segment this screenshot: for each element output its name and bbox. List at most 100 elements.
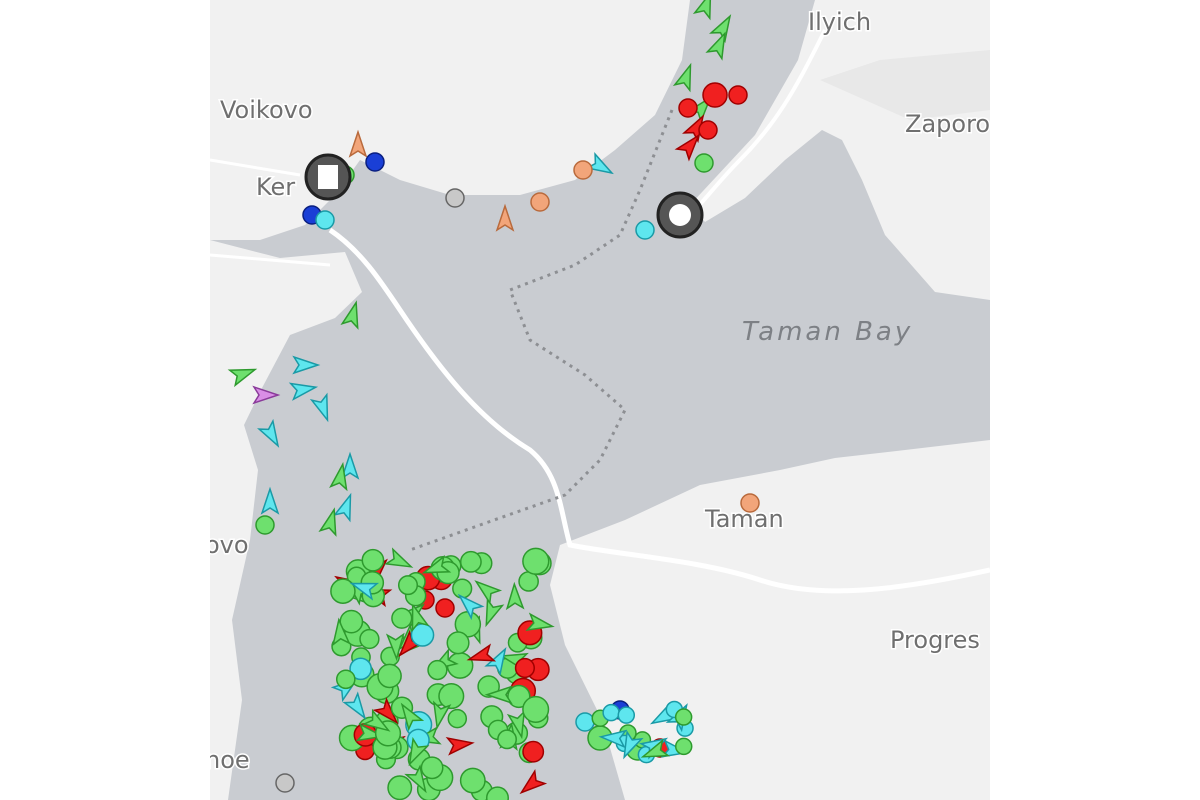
vessel[interactable] <box>692 0 718 21</box>
vessel[interactable] <box>702 82 728 108</box>
vessel[interactable] <box>377 663 402 689</box>
vessel[interactable] <box>387 775 413 800</box>
vessel[interactable] <box>361 548 385 572</box>
vessel[interactable] <box>361 708 393 737</box>
map-canvas: Ilyich Voikovo Ker Zaporo Taman Bay Tama… <box>205 0 990 800</box>
vessel[interactable] <box>435 598 455 618</box>
place-label: Progres <box>890 626 980 654</box>
vessel[interactable] <box>471 575 503 606</box>
vessel[interactable] <box>598 729 628 749</box>
vessel[interactable] <box>522 740 545 763</box>
place-label: Ker <box>256 173 295 201</box>
land <box>210 240 362 800</box>
vessel[interactable] <box>349 576 380 601</box>
vessel[interactable] <box>315 210 335 230</box>
vessel[interactable] <box>674 737 693 756</box>
vessel[interactable] <box>331 617 351 647</box>
vessel[interactable] <box>459 550 482 573</box>
vessel[interactable] <box>459 767 486 794</box>
vessel[interactable] <box>404 764 432 795</box>
vessel[interactable] <box>694 153 714 173</box>
vessel[interactable] <box>466 643 497 667</box>
bay-label: Taman Bay <box>742 317 913 347</box>
vessel[interactable] <box>617 706 636 724</box>
vessel[interactable] <box>438 683 465 710</box>
place-label: noe <box>205 746 250 774</box>
vessel[interactable] <box>292 355 321 375</box>
vessel[interactable] <box>530 192 550 212</box>
vessel[interactable] <box>342 691 372 723</box>
vessel[interactable] <box>421 554 452 580</box>
vessel[interactable] <box>348 129 368 158</box>
vessel[interactable] <box>288 379 319 401</box>
vessel[interactable] <box>329 461 351 492</box>
vessel[interactable] <box>705 30 732 61</box>
vessel[interactable] <box>584 152 616 180</box>
vessel[interactable] <box>427 659 448 681</box>
vessel[interactable] <box>332 492 358 523</box>
vessel[interactable] <box>573 160 593 180</box>
vessel[interactable] <box>257 418 285 450</box>
vessel[interactable] <box>479 597 505 628</box>
vessel[interactable] <box>402 736 430 768</box>
vessel[interactable] <box>318 507 342 537</box>
vessel[interactable] <box>447 708 468 729</box>
vessel[interactable] <box>575 712 595 732</box>
vessel[interactable] <box>495 203 515 232</box>
vessel[interactable] <box>340 451 360 480</box>
vessel[interactable] <box>255 515 275 535</box>
vessel[interactable] <box>446 631 470 655</box>
vessel[interactable] <box>383 547 415 574</box>
vessel[interactable] <box>252 385 281 405</box>
vessel[interactable] <box>602 703 620 722</box>
vessel[interactable] <box>617 729 644 761</box>
vessel[interactable] <box>335 669 356 690</box>
vessel[interactable] <box>484 685 513 705</box>
vessel[interactable] <box>525 612 555 634</box>
vessel[interactable] <box>420 756 444 780</box>
vessel[interactable] <box>640 738 671 765</box>
vessel[interactable] <box>405 602 430 633</box>
port-icon[interactable] <box>304 153 352 201</box>
vessel[interactable] <box>497 729 517 750</box>
vessel[interactable] <box>728 85 748 105</box>
vessel[interactable] <box>635 220 655 240</box>
vessel[interactable] <box>445 735 475 756</box>
vessel[interactable] <box>340 300 364 330</box>
vessel[interactable] <box>227 362 258 388</box>
vessel[interactable] <box>674 131 705 162</box>
vessel[interactable] <box>522 695 550 723</box>
vessel[interactable] <box>395 700 425 732</box>
vessel[interactable] <box>454 590 485 621</box>
port-icon[interactable] <box>656 191 704 239</box>
vessel[interactable] <box>522 547 550 575</box>
vessel[interactable] <box>516 769 548 799</box>
vessel[interactable] <box>452 578 473 599</box>
vessel[interactable] <box>674 708 693 726</box>
vessel[interactable] <box>359 628 380 650</box>
vessel[interactable] <box>429 700 452 730</box>
vessel[interactable] <box>365 152 385 172</box>
place-label: Taman <box>704 505 784 533</box>
place-label: Ilyich <box>808 8 871 36</box>
vessel[interactable] <box>505 581 525 611</box>
vessel[interactable] <box>445 188 465 208</box>
vessel[interactable] <box>397 575 419 596</box>
vessel[interactable] <box>485 786 509 800</box>
vessel[interactable] <box>330 578 356 604</box>
vessel[interactable] <box>391 607 413 629</box>
road <box>328 227 990 594</box>
vessel[interactable] <box>740 493 760 513</box>
vessel[interactable] <box>678 98 698 118</box>
port-glyph <box>318 165 338 189</box>
vessel[interactable] <box>698 120 718 140</box>
vessel[interactable] <box>309 392 335 423</box>
vessel[interactable] <box>385 632 405 662</box>
vessel[interactable] <box>672 62 698 93</box>
vessel[interactable] <box>372 697 403 728</box>
vessel[interactable] <box>349 657 372 681</box>
vessel[interactable] <box>506 709 530 740</box>
vessel[interactable] <box>514 657 536 679</box>
vessel[interactable] <box>260 486 280 515</box>
vessel[interactable] <box>275 773 295 793</box>
